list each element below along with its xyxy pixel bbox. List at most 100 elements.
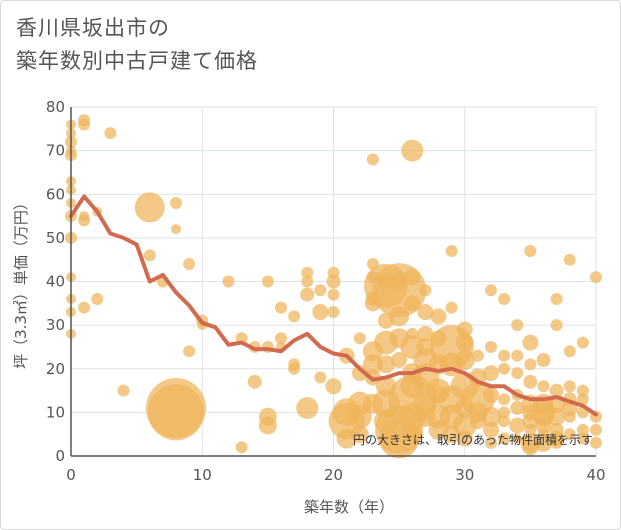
data-bubble xyxy=(404,295,421,312)
data-bubble xyxy=(576,336,589,349)
data-bubble xyxy=(563,253,576,266)
data-bubble xyxy=(456,321,473,338)
bubble-series xyxy=(65,114,602,459)
data-bubble xyxy=(576,423,589,436)
tick-labels: 0 10 20 30 40 0 10 20 30 40 50 60 70 80 xyxy=(46,98,606,484)
data-bubble xyxy=(288,362,301,375)
data-bubble xyxy=(524,358,537,371)
data-bubble xyxy=(183,258,196,271)
data-bubble xyxy=(537,380,550,393)
data-bubble xyxy=(512,433,523,444)
data-bubble xyxy=(402,424,423,445)
data-bubble xyxy=(143,249,156,262)
y-tick-label: 10 xyxy=(46,403,65,421)
data-bubble xyxy=(524,244,537,257)
data-bubble xyxy=(536,353,551,368)
data-bubble xyxy=(362,354,383,375)
data-bubble xyxy=(550,319,563,332)
data-bubble xyxy=(327,288,340,301)
data-bubble xyxy=(275,301,287,314)
data-bubble xyxy=(563,428,576,441)
data-bubble xyxy=(498,349,511,362)
data-bubble xyxy=(366,153,379,166)
data-bubble xyxy=(456,430,473,447)
data-bubble xyxy=(300,287,315,302)
data-bubble xyxy=(511,319,524,332)
y-tick-label: 60 xyxy=(46,185,65,203)
data-bubble xyxy=(419,284,432,297)
x-tick-label: 20 xyxy=(324,466,343,484)
data-bubble xyxy=(104,127,117,140)
data-bubble xyxy=(312,304,329,321)
x-tick-label: 10 xyxy=(193,466,212,484)
data-bubble xyxy=(498,362,511,375)
data-bubble xyxy=(455,333,474,352)
x-tick-label: 0 xyxy=(66,466,76,484)
data-bubble xyxy=(134,192,165,223)
data-bubble xyxy=(377,355,395,374)
data-bubble xyxy=(590,423,602,436)
data-bubble xyxy=(511,349,524,362)
data-bubble xyxy=(314,284,327,297)
data-bubble xyxy=(510,401,525,416)
size-annotation: 円の大きさは、取引のあった物件面積を示す xyxy=(353,432,593,447)
data-bubble xyxy=(171,224,181,235)
y-tick-label: 40 xyxy=(46,273,65,291)
data-bubble xyxy=(347,404,372,429)
data-bubble xyxy=(590,271,602,284)
data-bubble xyxy=(148,384,204,441)
average-price-line xyxy=(69,194,598,417)
data-bubble xyxy=(481,406,501,427)
data-bubble xyxy=(498,415,511,428)
x-tick-label: 30 xyxy=(455,466,474,484)
data-bubble xyxy=(261,275,274,288)
data-bubble xyxy=(353,332,366,345)
chart-title-block: 香川県坂出市の 築年数別中古戸建て価格 xyxy=(16,12,258,78)
data-bubble xyxy=(301,275,314,288)
data-bubble xyxy=(549,383,564,398)
data-bubble xyxy=(430,308,447,325)
data-bubble xyxy=(522,439,539,456)
data-bubble xyxy=(550,292,563,305)
chart-title: 香川県坂出市の xyxy=(16,16,170,40)
data-bubble xyxy=(547,407,566,426)
data-bubble xyxy=(183,345,196,358)
y-tick-label: 50 xyxy=(46,229,65,247)
data-bubble xyxy=(235,441,248,454)
data-bubble xyxy=(485,284,497,297)
data-bubble xyxy=(522,334,539,351)
y-axis-label: 坪（3.3㎡）単価（万円） xyxy=(12,195,30,369)
data-bubble xyxy=(325,378,342,395)
data-bubble xyxy=(485,340,497,353)
data-bubble xyxy=(417,325,434,342)
data-bubble xyxy=(498,432,511,445)
data-bubble xyxy=(550,436,563,449)
data-bubble xyxy=(391,352,408,369)
data-bubble xyxy=(524,423,537,436)
data-bubble xyxy=(117,384,130,397)
data-bubble xyxy=(471,349,484,362)
data-bubble xyxy=(417,304,434,321)
data-bubble xyxy=(247,374,262,389)
data-bubble xyxy=(301,266,314,279)
data-bubble xyxy=(535,417,552,434)
data-bubble xyxy=(498,292,511,305)
y-tick-label: 80 xyxy=(46,98,65,116)
average-line-path xyxy=(69,194,598,417)
data-bubble xyxy=(563,380,576,393)
y-tick-label: 30 xyxy=(46,316,65,334)
data-bubble xyxy=(498,406,511,419)
data-bubble xyxy=(576,393,589,406)
data-bubble xyxy=(576,384,589,397)
data-bubble xyxy=(91,292,104,305)
data-bubble xyxy=(576,432,589,445)
data-bubble xyxy=(483,386,499,403)
y-tick-label: 70 xyxy=(46,142,65,160)
chart-subtitle: 築年数別中古戸建て価格 xyxy=(16,49,258,73)
data-bubble xyxy=(170,196,182,209)
data-bubble xyxy=(401,139,424,162)
data-bubble xyxy=(498,393,511,406)
data-bubble xyxy=(563,410,576,423)
data-bubble xyxy=(327,306,340,319)
